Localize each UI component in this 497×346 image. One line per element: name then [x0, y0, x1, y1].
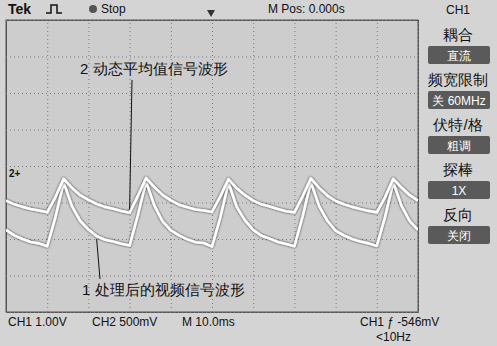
leader-line [97, 239, 100, 279]
grid-line [6, 203, 418, 204]
y-tick [6, 276, 418, 277]
series-label: 1 处理后的视频信号波形 [82, 281, 245, 298]
menu-box [428, 136, 490, 154]
plot-frame [6, 20, 418, 312]
trace [6, 178, 418, 213]
menu-box [428, 46, 490, 64]
trigger-position [207, 10, 215, 17]
x-axis-line [7, 20, 419, 313]
x-tick [47, 20, 48, 312]
grid-line [6, 93, 418, 94]
y-tick [6, 130, 418, 131]
menu-label: 伏特/格 [433, 116, 482, 133]
brand: Tek [8, 1, 31, 17]
leader-line [130, 80, 132, 210]
series-labels: 2 动态平均值信号波形 1 处理后的视频信号波形 [80, 60, 245, 298]
grid-line [6, 130, 418, 131]
grid-line [6, 276, 418, 277]
grid-line [6, 20, 418, 21]
position: M Pos: 0.000s [268, 2, 345, 16]
y-tick [6, 312, 418, 313]
y-tick [6, 203, 418, 204]
grid-line [418, 20, 419, 312]
status: CH1 1.00V [8, 315, 67, 329]
y-tick [6, 20, 418, 21]
grid-line [377, 20, 378, 312]
series-label: 2 动态平均值信号波形 [80, 60, 228, 77]
status: CH2 500mV [92, 315, 157, 329]
oscilloscope: 2 动态平均值信号波形 1 处理后的视频信号波形 2+ Tek Stop M Pos: 0… [0, 0, 497, 346]
y-tick [6, 57, 418, 58]
x-tick [377, 20, 378, 312]
grid-line [336, 20, 337, 312]
x-tick [418, 20, 419, 312]
menu-label: 频宽限制 [428, 71, 488, 88]
menu-label: 反向 [443, 206, 473, 223]
menu-box [428, 226, 490, 244]
trigger-icon [46, 5, 62, 13]
x-grid [7, 20, 419, 313]
run-state: Stop [101, 2, 126, 16]
grid-line [6, 57, 418, 58]
status: M 10.0ms [182, 315, 235, 329]
menu-value: 直流 [447, 49, 471, 63]
menu-label: 探棒 [443, 161, 473, 178]
y-grid [6, 21, 418, 313]
footer: CH1 1.00V CH2 500mV M 10.0ms CH1 ƒ -546mV<1… [8, 315, 439, 344]
trace [6, 182, 418, 247]
menu-value: 关 60MHz [432, 94, 485, 108]
menu-label: 耦合 [443, 26, 473, 43]
y-axis-line [7, 21, 419, 313]
menu-box [428, 91, 490, 109]
header: Tek Stop M Pos: 0.000s CH1 [8, 1, 470, 17]
y-tick [6, 93, 418, 94]
background [0, 0, 497, 346]
channel-marker: 2+ [9, 168, 21, 179]
menu-box [428, 181, 490, 199]
menu-channel: CH1 [446, 3, 470, 17]
x-tick [336, 20, 337, 312]
traces [6, 178, 418, 247]
grid-line [6, 166, 418, 167]
menu-value: 关闭 [447, 229, 471, 243]
menu-value: 粗调 [447, 139, 471, 153]
stop-icon [89, 5, 97, 13]
menu-value: 1X [452, 184, 467, 198]
status: <10Hz [376, 330, 411, 344]
y-tick [6, 166, 418, 167]
grid-line [47, 20, 48, 312]
grid-line [6, 312, 418, 313]
menu: 耦合直流频宽限制关 60MHz 伏特/格粗调探棒 1X 反向关闭 [428, 26, 490, 244]
status: CH1 ƒ -546mV [360, 315, 439, 329]
